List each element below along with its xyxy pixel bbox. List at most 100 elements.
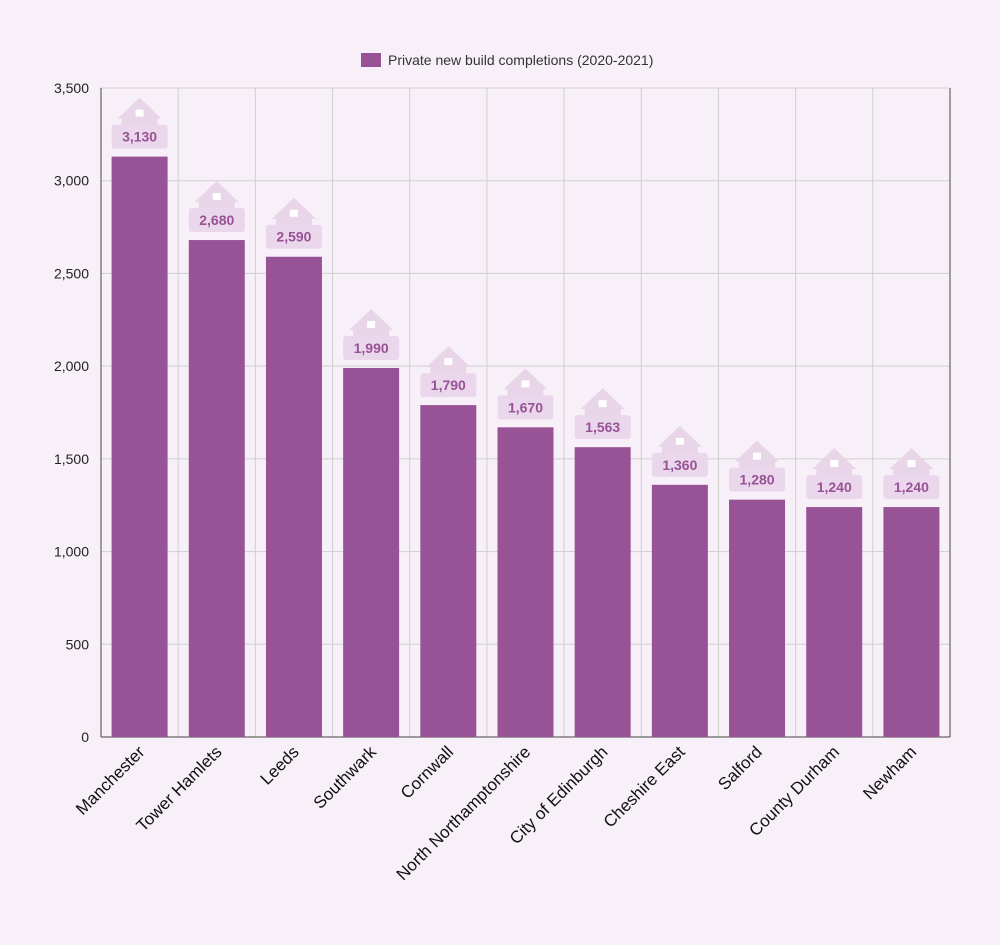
house-window-icon xyxy=(367,320,376,328)
bar xyxy=(111,156,168,737)
data-label-box xyxy=(729,467,786,492)
y-tick-label: 3,000 xyxy=(54,173,89,189)
house-window-icon xyxy=(444,358,453,366)
house-roof-icon xyxy=(271,197,316,219)
bar xyxy=(420,405,477,737)
data-label-text: 1,360 xyxy=(662,457,697,473)
house-window-icon xyxy=(830,460,839,468)
bar xyxy=(188,240,245,737)
bar xyxy=(574,447,631,737)
house-wall-icon xyxy=(584,408,621,417)
data-label-text: 1,240 xyxy=(894,479,929,495)
house-wall-icon xyxy=(275,217,312,226)
y-tick-label: 0 xyxy=(81,729,89,745)
legend-label: Private new build completions (2020-2021… xyxy=(388,52,653,68)
house-window-icon xyxy=(675,437,684,445)
house-window-icon xyxy=(135,109,144,117)
house-roof-icon xyxy=(503,368,548,390)
data-label-text: 1,790 xyxy=(431,377,466,393)
data-label-text: 3,130 xyxy=(122,129,157,145)
house-wall-icon xyxy=(507,388,544,397)
x-tick-label: Cheshire East xyxy=(600,742,689,831)
legend-swatch xyxy=(361,53,381,67)
house-window-icon xyxy=(212,193,221,201)
data-label-box xyxy=(111,124,168,149)
legend: Private new build completions (2020-2021… xyxy=(361,52,653,68)
house-roof-icon xyxy=(812,448,857,470)
house-roof-icon xyxy=(349,308,394,330)
house-wall-icon xyxy=(430,366,467,375)
y-tick-label: 1,000 xyxy=(54,544,89,560)
data-label-text: 1,563 xyxy=(585,419,620,435)
y-tick-label: 500 xyxy=(66,636,90,652)
x-tick-label: Salford xyxy=(714,742,766,794)
data-label: 1,670 xyxy=(497,368,554,420)
x-tick-label: North Northamptonshire xyxy=(393,742,535,884)
y-tick-label: 1,500 xyxy=(54,451,89,467)
house-roof-icon xyxy=(889,448,934,470)
house-wall-icon xyxy=(353,328,390,337)
house-roof-icon xyxy=(117,97,162,119)
house-roof-icon xyxy=(194,181,239,203)
house-window-icon xyxy=(521,380,530,388)
x-tick-label: Newham xyxy=(859,742,920,803)
house-window-icon xyxy=(753,452,762,460)
data-label: 1,240 xyxy=(806,448,863,500)
data-label-box xyxy=(343,335,400,360)
bars xyxy=(111,156,940,737)
data-label-text: 2,590 xyxy=(276,229,311,245)
data-label: 2,680 xyxy=(188,181,245,233)
x-tick-label: Southwark xyxy=(310,742,381,813)
data-label-box xyxy=(188,208,245,233)
house-wall-icon xyxy=(739,460,776,469)
data-label-text: 1,670 xyxy=(508,399,543,415)
bar xyxy=(729,499,786,737)
house-window-icon xyxy=(907,460,916,468)
data-label: 1,280 xyxy=(729,440,786,492)
x-tick-label: Manchester xyxy=(72,742,148,818)
data-label-text: 1,280 xyxy=(740,472,775,488)
data-label: 1,790 xyxy=(420,346,477,398)
y-tick-label: 3,500 xyxy=(54,80,89,96)
data-label: 1,240 xyxy=(883,448,940,500)
y-tick-label: 2,000 xyxy=(54,358,89,374)
data-label-box xyxy=(574,415,631,440)
house-roof-icon xyxy=(426,346,471,368)
house-window-icon xyxy=(289,209,298,217)
bar xyxy=(343,367,400,737)
data-label-box xyxy=(651,452,708,477)
x-tick-label: Cornwall xyxy=(397,742,457,802)
y-tick-label: 2,500 xyxy=(54,265,89,281)
data-label-text: 1,240 xyxy=(817,479,852,495)
house-roof-icon xyxy=(657,425,702,447)
y-axis-ticks: 0 500 1,000 1,500 2,000 2,500 3,000 3,500 xyxy=(54,80,89,745)
house-wall-icon xyxy=(121,117,158,126)
bar xyxy=(497,427,554,737)
data-label-box xyxy=(883,475,940,500)
data-label: 1,360 xyxy=(651,425,708,477)
data-label-box xyxy=(420,373,477,398)
house-wall-icon xyxy=(198,201,235,210)
data-label-box xyxy=(806,475,863,500)
x-tick-label: Leeds xyxy=(257,742,303,788)
bar xyxy=(883,507,940,737)
house-wall-icon xyxy=(816,468,853,477)
bar xyxy=(265,256,322,737)
data-label: 1,563 xyxy=(574,388,631,440)
house-roof-icon xyxy=(580,388,625,410)
data-labels: 3,130 2,680 2,590 1,990 1,790 1,670 1,563 1,360… xyxy=(111,97,940,500)
data-label: 3,130 xyxy=(111,97,168,149)
data-label-box xyxy=(265,224,322,249)
house-wall-icon xyxy=(893,468,930,477)
house-wall-icon xyxy=(661,445,698,454)
data-label-text: 1,990 xyxy=(354,340,389,356)
bar xyxy=(806,507,863,737)
data-label: 2,590 xyxy=(265,197,322,249)
bar xyxy=(651,484,708,737)
house-roof-icon xyxy=(735,440,780,462)
data-label-box xyxy=(497,395,554,420)
data-label: 1,990 xyxy=(343,308,400,360)
data-label-text: 2,680 xyxy=(199,212,234,228)
